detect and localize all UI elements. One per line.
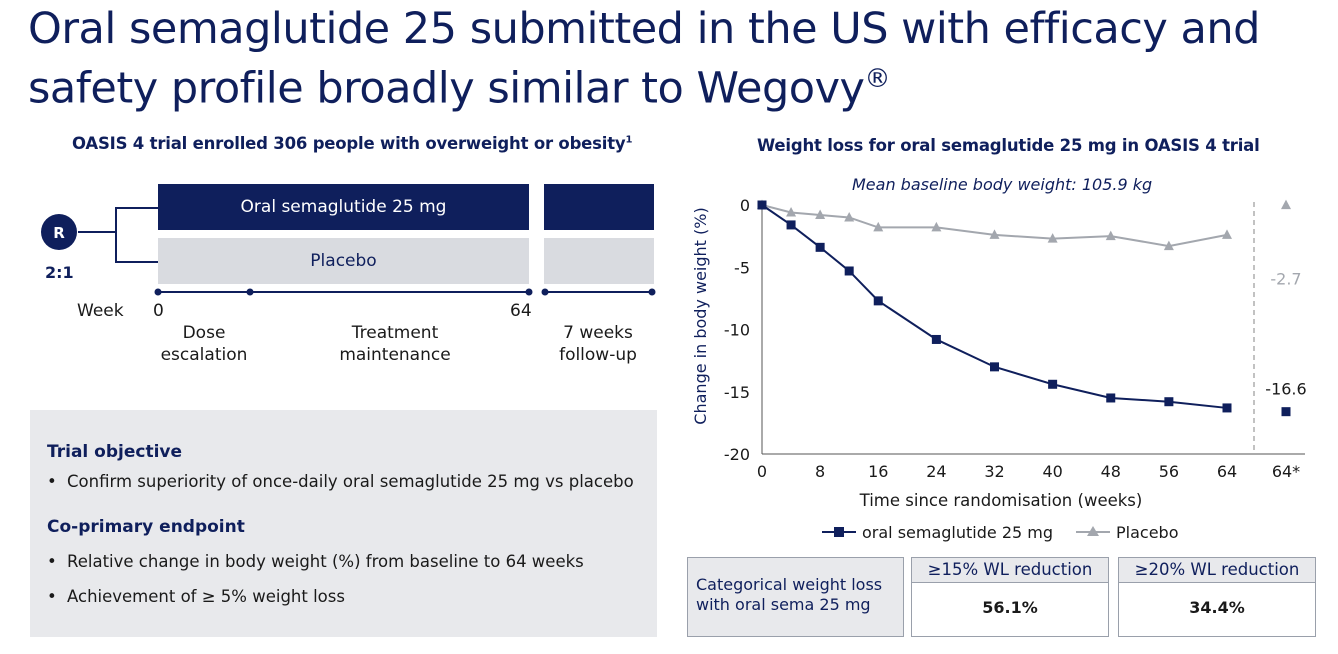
categorical-column-15: ≥15% WL reduction 56.1%	[911, 557, 1109, 637]
x-tick-label: 8	[815, 462, 825, 481]
phase-treatment-maintenance: Treatment maintenance	[339, 323, 451, 365]
categorical-column-20: ≥20% WL reduction 34.4%	[1118, 557, 1316, 637]
y-tick-label: -15	[724, 383, 750, 402]
week-end: 64	[510, 301, 532, 321]
data-point-triangle	[931, 221, 942, 232]
endpoint-item: • Relative change in body weight (%) from…	[47, 552, 584, 571]
data-point-square	[786, 220, 796, 230]
footnote-ref: 1	[625, 134, 633, 146]
data-point-triangle	[1047, 233, 1058, 243]
x-tick-label: 32	[984, 462, 1004, 481]
legend-label-sema: oral semaglutide 25 mg	[862, 523, 1053, 542]
phase-follow-up: 7 weeks follow-up	[559, 323, 637, 365]
trial-objective-box: Trial objective • Confirm superiority of …	[30, 410, 657, 637]
placebo-followup-bar	[544, 238, 654, 284]
objective-item: • Confirm superiority of once-daily oral …	[47, 472, 634, 491]
categorical-label: Categorical weight loss with oral sema 2…	[687, 557, 904, 637]
bullet-icon: •	[47, 472, 57, 491]
treatment-followup-bar	[544, 184, 654, 230]
timeline-dot-escalation	[246, 288, 254, 296]
x-tick-label: 40	[1042, 462, 1062, 481]
data-point-triangle	[844, 211, 855, 222]
categorical-header: ≥20% WL reduction	[1119, 558, 1315, 582]
x-axis-label: Time since randomisation (weeks)	[859, 491, 1143, 510]
categorical-value: 56.1%	[912, 582, 1108, 633]
x-tick-label: 64	[1217, 462, 1237, 481]
randomisation-ratio: 2:1	[45, 263, 74, 282]
y-tick-label: -5	[734, 258, 750, 277]
y-tick-label: 0	[740, 196, 750, 215]
timeline-dot-followup-start	[541, 288, 549, 296]
y-tick-label: -10	[724, 321, 750, 340]
timeline-dot-start	[154, 288, 162, 296]
data-point-square	[757, 200, 767, 210]
categorical-value: 34.4%	[1119, 582, 1315, 633]
x-tick-label: 16	[868, 462, 888, 481]
treatment-arm-bar	[158, 184, 529, 230]
bullet-icon: •	[47, 552, 57, 571]
endpoint-heading: Co-primary endpoint	[47, 517, 245, 537]
legend-marker-triangle-icon	[1087, 526, 1099, 536]
timeline-dot-followup-end	[648, 288, 656, 296]
treatment-arm-label: Oral semaglutide 25 mg	[240, 197, 447, 217]
data-point-triangle	[815, 209, 826, 219]
placebo-arm-label: Placebo	[310, 251, 377, 271]
data-point-square	[844, 266, 854, 276]
phase-dose-escalation: Dose escalation	[160, 323, 248, 365]
endpoint-label-sema: -16.6	[1265, 380, 1306, 399]
chart-legend: oral semaglutide 25 mg Placebo	[822, 523, 1178, 542]
data-point-square	[1106, 393, 1116, 403]
bullet-icon: •	[47, 587, 57, 606]
objective-heading: Trial objective	[47, 442, 183, 462]
week-label: Week	[77, 301, 124, 321]
page-title: Oral semaglutide 25 submitted in the US …	[28, 4, 1260, 114]
legend-label-placebo: Placebo	[1116, 523, 1178, 542]
weight-loss-chart: 0 -5 -10 -15 -20 0 8 16 24 32 40 48 56 64 64* -2.7 -16…	[691, 196, 1307, 542]
data-point-square	[1164, 397, 1174, 407]
series-line-triangle	[761, 204, 1228, 248]
data-point-square	[873, 296, 883, 306]
chart-title: Weight loss for oral semaglutide 25 mg i…	[757, 136, 1260, 155]
endpoint-marker-square	[1281, 407, 1291, 417]
endpoint-item: • Achievement of ≥ 5% weight loss	[47, 587, 345, 606]
timeline-dot-end	[525, 288, 533, 296]
randomisation-badge	[41, 214, 77, 250]
x-tick-label: 48	[1101, 462, 1121, 481]
x-tick-label-endpoint: 64*	[1272, 462, 1300, 481]
trial-heading: OASIS 4 trial enrolled 306 people with o…	[72, 134, 633, 153]
data-point-triangle	[786, 206, 797, 217]
data-point-triangle	[1222, 229, 1232, 239]
data-point-square	[1048, 379, 1058, 389]
data-point-square	[931, 334, 941, 344]
endpoint-marker-triangle	[1281, 199, 1291, 210]
y-axis-label: Change in body weight (%)	[691, 207, 710, 424]
data-point-triangle	[873, 221, 884, 232]
week-start: 0	[153, 301, 164, 321]
y-tick-label: -20	[724, 445, 750, 464]
data-point-triangle	[1105, 230, 1116, 241]
x-tick-label: 24	[926, 462, 946, 481]
data-point-square	[990, 362, 999, 372]
trial-design-diagram: R	[41, 184, 656, 296]
data-point-triangle	[989, 229, 1000, 239]
x-tick-label: 56	[1159, 462, 1179, 481]
arm-bracket	[115, 207, 158, 263]
randomisation-badge-label: R	[53, 224, 65, 242]
legend-marker-square-icon	[834, 527, 844, 537]
x-tick-label: 0	[757, 462, 767, 481]
categorical-header: ≥15% WL reduction	[912, 558, 1108, 582]
data-point-triangle	[1163, 240, 1174, 251]
data-point-square	[1222, 403, 1232, 413]
endpoint-label-placebo: -2.7	[1270, 270, 1301, 289]
registered-mark: ®	[864, 64, 890, 94]
chart-subtitle: Mean baseline body weight: 105.9 kg	[852, 175, 1153, 194]
placebo-arm-bar	[158, 238, 529, 284]
data-point-square	[815, 242, 825, 252]
